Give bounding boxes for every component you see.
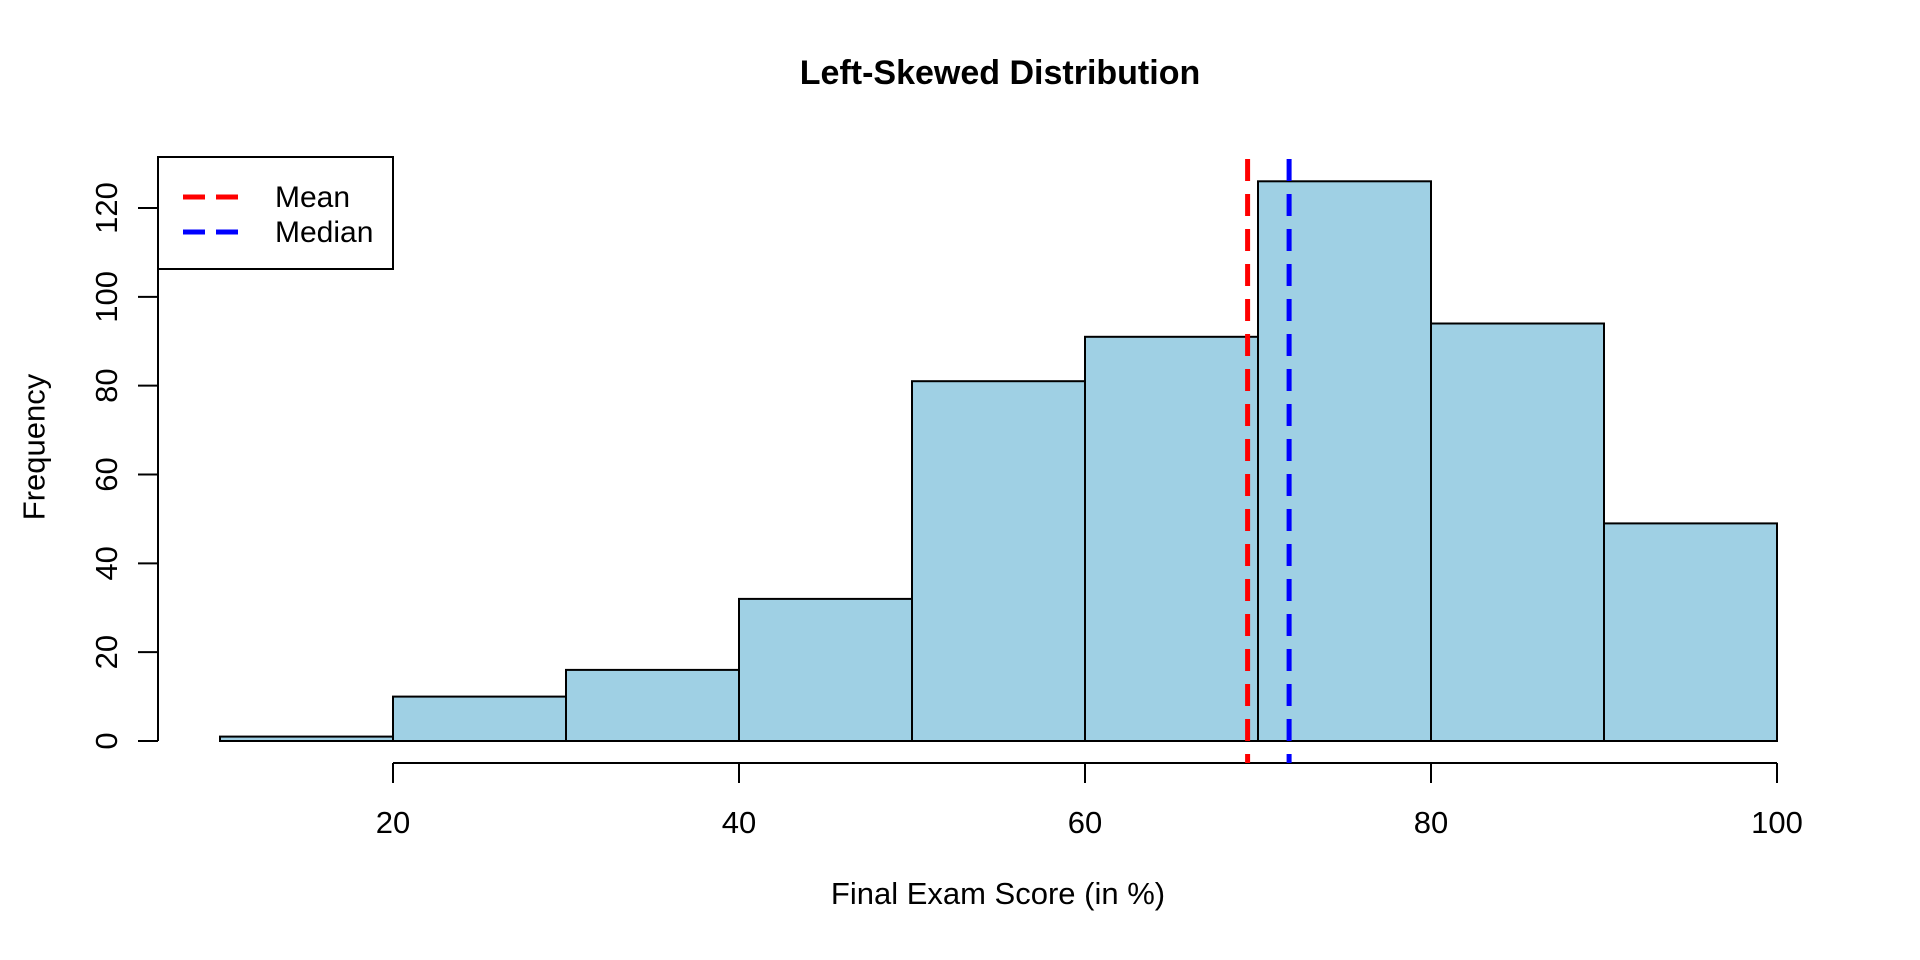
y-tick-label-100: 100 <box>89 271 124 323</box>
x-tick-label-60: 60 <box>1068 805 1102 840</box>
y-axis-label: Frequency <box>16 373 52 521</box>
y-tick-label-60: 60 <box>89 457 124 491</box>
histogram-bar-10-20 <box>219 735 394 742</box>
histogram-bar-40-50 <box>738 597 913 743</box>
histogram-bar-80-90 <box>1430 322 1605 742</box>
legend-box <box>157 156 394 270</box>
y-tick-label-80: 80 <box>89 368 124 402</box>
y-tick-label-120: 120 <box>89 182 124 234</box>
y-tick-label-20: 20 <box>89 635 124 669</box>
histogram-bar-70-80 <box>1257 180 1432 743</box>
histogram-bar-20-30 <box>392 695 567 742</box>
legend-mean-label: Mean <box>275 181 350 214</box>
legend-median-label: Median <box>275 216 373 249</box>
x-tick-label-40: 40 <box>722 805 756 840</box>
x-tick-label-20: 20 <box>376 805 410 840</box>
y-tick-label-0: 0 <box>89 732 124 749</box>
histogram-bar-90-100 <box>1603 522 1778 743</box>
y-tick-label-40: 40 <box>89 546 124 580</box>
histogram-bar-30-40 <box>565 668 740 743</box>
histogram-bar-60-70 <box>1084 335 1259 742</box>
x-tick-label-80: 80 <box>1414 805 1448 840</box>
x-tick-label-100: 100 <box>1751 805 1803 840</box>
chart-title: Left-Skewed Distribution <box>799 54 1201 92</box>
x-axis-label: Final Exam Score (in %) <box>830 876 1166 911</box>
histogram-bar-50-60 <box>911 380 1086 742</box>
